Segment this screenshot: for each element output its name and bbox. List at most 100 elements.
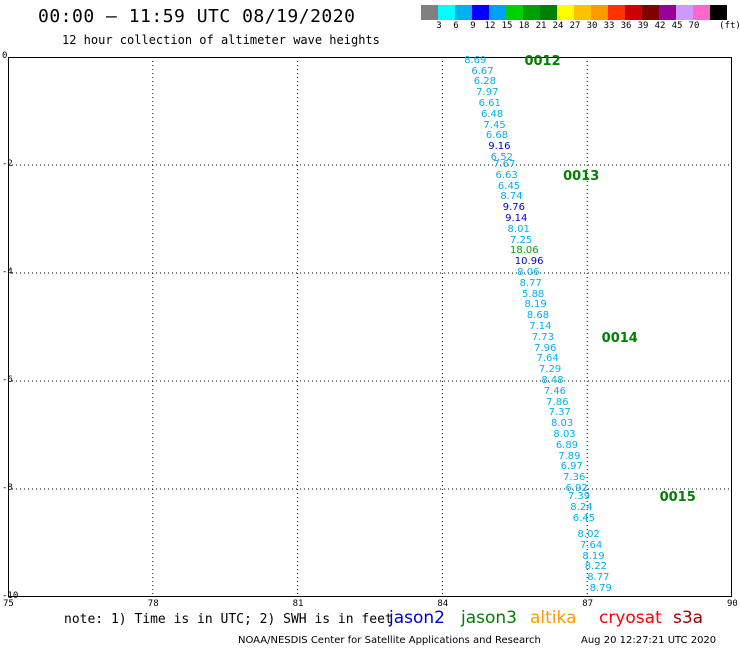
page-title: 00:00 – 11:59 UTC 08/19/2020 [38,6,356,27]
wave-height-value: 7.25 [509,234,533,246]
color-swatch [693,5,710,20]
pass-time-label: 0014 [601,330,638,346]
wave-height-value: 6.63 [495,169,518,181]
wave-height-value: 7.97 [476,87,499,99]
map-plot [8,57,732,597]
color-swatch [557,5,574,20]
pass-time-label: 0013 [563,168,600,184]
wave-height-value: 7.64 [536,353,559,365]
wave-height-value: 8.48 [541,375,564,386]
color-swatch [438,5,455,20]
wave-height-value: 7.73 [531,331,554,343]
wave-height-value: 8.79 [589,582,612,594]
color-swatch [421,5,438,20]
color-scale-label: 39 [637,21,649,31]
wave-height-value: 6.97 [560,461,583,473]
color-swatch [455,5,472,20]
wave-height-value: 8.77 [587,572,610,584]
legend-s3a: s3a [673,608,704,628]
wave-height-value: 8.02 [577,528,600,540]
y-tick-label: 0 [2,51,8,61]
wave-height-value: 6.45 [497,180,521,192]
wave-height-value: 7.37 [548,407,571,419]
wave-height-value: 8.06 [517,267,540,278]
color-scale-label: 42 [654,21,666,31]
color-scale-label: 15 [501,21,513,31]
color-scale-label: 36 [620,21,632,31]
wave-height-value: 8.68 [526,310,550,322]
color-swatch [659,5,676,20]
color-swatch [489,5,506,20]
color-scale-label: 30 [586,21,598,31]
wave-height-value: 6.61 [478,97,501,109]
wave-height-value: 8.19 [524,299,547,311]
y-tick-label: -4 [2,267,13,277]
wave-height-value: 7.36 [563,472,586,484]
color-scale-label: 27 [569,21,581,31]
color-scale-label: 18 [518,21,530,31]
wave-height-value: 6.48 [481,108,504,120]
wave-height-value: 6.92 [565,483,588,494]
color-swatch [591,5,608,20]
y-tick-label: -10 [2,591,19,601]
color-scale-unit: (ft) [719,21,740,31]
color-swatch [574,5,591,20]
wave-height-value: 8.19 [582,550,605,562]
wave-height-value: 6.89 [555,439,579,451]
color-swatch [676,5,693,20]
wave-height-value: 7.14 [529,321,552,332]
color-swatch [625,5,642,20]
color-scale-label: 12 [484,21,496,31]
wave-height-value: 8.77 [519,277,542,289]
credit-text: NOAA/NESDIS Center for Satellite Applica… [238,635,541,646]
wave-height-value: 10.96 [514,256,544,268]
wave-height-value: 8.03 [553,429,576,440]
grid-lines [8,57,732,597]
wave-height-value: 6.67 [471,65,494,77]
x-tick-label: 84 [437,599,449,609]
wave-height-value: 8.03 [551,418,574,430]
color-swatch [710,5,727,20]
pass-time-label: 0012 [524,53,561,69]
timestamp-text: Aug 20 12:27:21 UTC 2020 [581,635,717,646]
wave-height-value: 7.96 [534,342,557,354]
color-swatch [608,5,625,20]
wave-height-value: 8.69 [464,54,487,66]
wave-height-value: 8.74 [500,191,523,203]
wave-height-value: 7.29 [538,364,562,376]
legend-jason2: jason2 [389,608,445,628]
wave-height-value: 5.88 [522,288,545,300]
x-tick-label: 78 [147,599,159,609]
legend-altika: altika [530,608,577,628]
wave-height-value: 7.64 [579,539,603,551]
wave-height-value: 7.39 [567,491,591,503]
wave-height-value: 9.16 [488,141,511,153]
x-tick-label: 87 [582,599,594,609]
wave-height-value: 18.06 [509,245,539,257]
wave-height-value: 7.45 [483,119,506,131]
y-tick-label: -6 [2,375,13,385]
wave-height-value: 7.86 [546,396,569,408]
color-scale-label: 9 [470,21,476,31]
color-scale-label: 6 [453,21,459,31]
x-tick-label: 75 [3,599,14,609]
color-scale-label: 70 [688,21,700,31]
color-swatch [540,5,557,20]
x-tick-label: 81 [292,599,304,609]
wave-height-value: 8.24 [570,501,593,513]
color-swatch [642,5,659,20]
legend-cryosat: cryosat [599,608,662,628]
color-scale-label: 21 [535,21,547,31]
color-scale-label: 33 [603,21,615,31]
wave-height-value: 8.01 [507,223,530,235]
wave-height-value: 6.52 [490,151,513,163]
legend-jason3: jason3 [461,608,517,628]
wave-height-value: 9.76 [502,202,525,214]
note-text: note: 1) Time is in UTC; 2) SWH is in fe… [64,612,393,627]
plot-border [8,57,732,597]
color-scale-label: 45 [671,21,683,31]
color-swatch [523,5,540,20]
wave-height-value: 6.45 [572,512,595,524]
wave-height-value: 9.14 [505,213,528,224]
wave-height-value: 8.22 [584,561,608,573]
